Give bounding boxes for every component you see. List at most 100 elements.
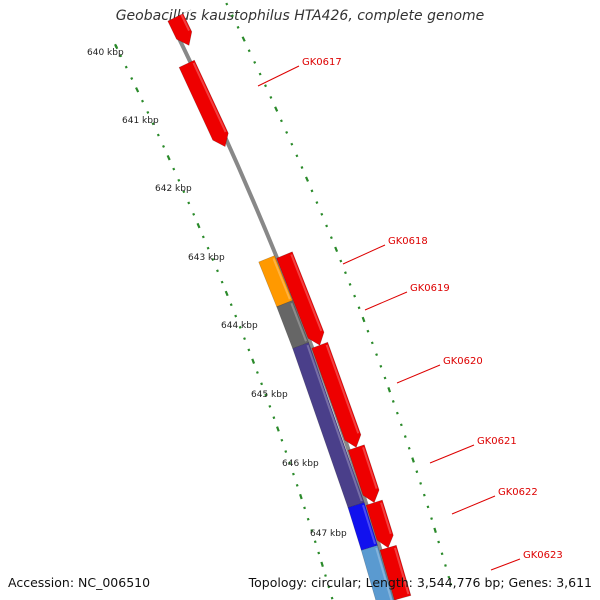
scale-tick [313, 540, 317, 544]
scale-tick [419, 482, 422, 485]
gene-highlight [290, 254, 323, 332]
scale-tick [344, 271, 347, 275]
kbp-label: 644 kbp [221, 321, 258, 331]
scale-tick [447, 575, 451, 579]
scale-tick [327, 585, 331, 589]
callout-line [257, 65, 300, 87]
scale-tick [366, 329, 370, 333]
label-layer: GK0617 GK0618 GK0619 GK0620 GK0621 GK0622 GK06… [257, 57, 563, 571]
scale-tick [407, 446, 411, 450]
scale-tick [361, 316, 366, 323]
kbp-label: 642 kbp [155, 184, 192, 194]
kbp-label: 647 kbp [310, 529, 347, 539]
scale-tick [411, 457, 415, 463]
gene-feature [276, 251, 325, 346]
scale-tick [151, 122, 155, 126]
scale-tick [225, 2, 229, 6]
callout-line [364, 291, 408, 311]
scale-tick [403, 435, 407, 438]
gene-feature [178, 59, 229, 148]
scale-tick [430, 517, 433, 520]
scale-tick [264, 84, 267, 88]
kbp-label: 640 kbp [87, 48, 124, 58]
gene-highlight [306, 344, 363, 502]
scale-tick [258, 72, 262, 76]
scale-tick [449, 582, 453, 586]
gene-label: GK0621 [477, 436, 517, 447]
scale-tick [303, 506, 306, 510]
scale-tick [383, 376, 387, 380]
scale-tick [305, 176, 310, 182]
scale-tick [172, 167, 176, 171]
gene-label: GK0622 [498, 487, 538, 498]
callout-line [429, 444, 475, 464]
gene-highlight [192, 62, 227, 133]
scale-tick [166, 154, 171, 161]
scale-tick [334, 246, 339, 253]
scale-tick [272, 416, 276, 420]
scale-tick [187, 201, 191, 205]
scale-tick [300, 166, 304, 169]
scale-tick [330, 596, 334, 600]
scale-tick [124, 65, 128, 69]
callout-line [490, 558, 521, 571]
scale-tick [156, 133, 160, 137]
accession-text: Accession: NC_006510 [8, 575, 151, 590]
gene-highlight [375, 547, 393, 600]
gene-label: GK0617 [302, 57, 342, 68]
scale-tick [260, 382, 264, 386]
gene-highlight [290, 302, 307, 342]
scale-tick [295, 483, 299, 487]
feature-layer [167, 9, 412, 600]
scale-tick [433, 527, 437, 533]
scale-tick [415, 470, 419, 474]
scale-tick [234, 314, 238, 318]
gene-highlight [362, 504, 376, 545]
scale-tick [274, 106, 279, 112]
scale-tick [268, 404, 272, 408]
scale-tick [220, 280, 224, 284]
scale-tick [310, 189, 314, 193]
scale-tick [339, 259, 343, 263]
gene-feature [167, 13, 193, 46]
scale-tick [141, 99, 144, 103]
gene-highlight [394, 547, 410, 595]
gene-highlight [272, 257, 291, 300]
scale-tick [290, 142, 294, 146]
scale-tick [348, 282, 352, 286]
scale-tick [276, 426, 280, 432]
scale-tick [299, 493, 303, 500]
gene-label: GK0620 [443, 356, 483, 367]
scale-tick [255, 371, 259, 374]
scale-tick [329, 236, 333, 240]
scale-tick [238, 325, 242, 329]
scale-tick [269, 95, 273, 99]
scale-tick [320, 212, 324, 216]
scale-tick [146, 110, 150, 114]
scale-tick [444, 564, 447, 567]
scale-tick [320, 561, 324, 567]
scale-tick [201, 235, 205, 239]
scale-tick [379, 364, 383, 368]
scale-tick [285, 131, 289, 134]
scale-tick [241, 36, 246, 42]
scale-tick [247, 348, 251, 352]
kbp-label: 641 kbp [122, 116, 159, 126]
gene-feature [175, 9, 192, 18]
gene-highlight [362, 447, 378, 489]
gene-feature [347, 444, 380, 504]
scale-tick [426, 505, 430, 509]
gene-label: GK0623 [523, 550, 563, 561]
scale-tick [224, 290, 229, 297]
callout-line [342, 244, 386, 265]
scale-tick [391, 400, 395, 403]
scale-tick [375, 353, 378, 357]
scale-tick [130, 77, 134, 80]
scale-tick [119, 54, 123, 58]
scale-tick [114, 44, 118, 48]
scale-tick [370, 341, 374, 345]
scale-tick [251, 358, 256, 364]
scale-tick [292, 472, 295, 476]
scale-tick [288, 461, 292, 465]
scale-tick [387, 386, 392, 393]
